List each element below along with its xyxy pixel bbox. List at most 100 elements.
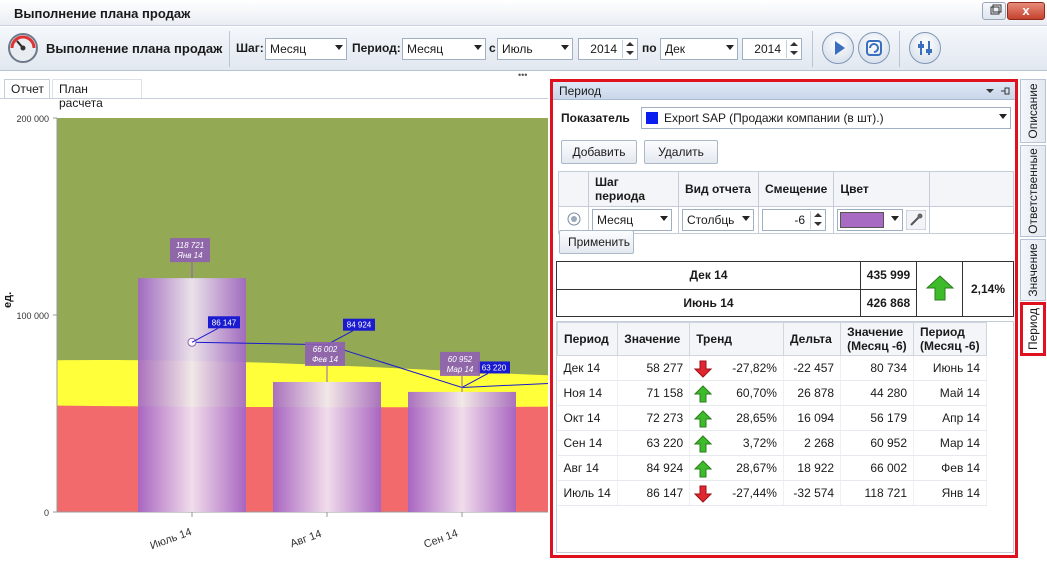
splitter-grip[interactable]: ••• <box>518 70 528 80</box>
to-year-spinner[interactable]: 2014 <box>742 38 802 60</box>
step-select[interactable]: Месяц <box>265 38 347 60</box>
restore-button[interactable] <box>982 2 1006 20</box>
cell-period: Сен 14 <box>557 430 619 456</box>
cell-period: Ноя 14 <box>557 380 619 406</box>
config-color-select[interactable] <box>837 209 904 231</box>
col-period: Период <box>556 322 619 356</box>
cell-period: Окт 14 <box>557 405 619 431</box>
panel-header: Период <box>553 82 1015 100</box>
cell-prev-period: Мар 14 <box>913 430 987 456</box>
cell-prev-value: 66 002 <box>840 455 915 481</box>
side-tab-period[interactable]: Период <box>1020 302 1046 356</box>
toolbar-separator <box>812 31 813 67</box>
spin-down-icon[interactable] <box>810 220 824 229</box>
cell-value: 58 277 <box>617 355 691 381</box>
side-tab-description[interactable]: Описание <box>1020 79 1046 143</box>
config-offset-spinner[interactable]: -6 <box>762 209 826 231</box>
compare-value-1: 435 999 <box>860 261 917 290</box>
refresh-icon <box>866 40 882 56</box>
cell-trend: -27,44% <box>689 480 784 506</box>
from-year-spinner[interactable]: 2014 <box>578 38 638 60</box>
table-row[interactable]: Июль 14 86 147 -27,44% -32 574 118 721 Янв 14 <box>557 480 987 506</box>
add-button[interactable]: Добавить <box>561 140 637 164</box>
config-step-select[interactable]: Месяц <box>592 209 672 231</box>
table-row[interactable]: Сен 14 63 220 3,72% 2 268 60 952 Мар 14 <box>557 430 987 456</box>
bar <box>273 381 381 512</box>
eyedropper-icon[interactable] <box>906 210 927 230</box>
period-table-container: Период Значение Тренд Дельта Значение (М… <box>556 321 1014 553</box>
restore-icon <box>990 4 1002 15</box>
side-tab-value[interactable]: Значение <box>1020 239 1046 301</box>
to-month-value: Дек <box>665 42 686 56</box>
cell-prev-period: Янв 14 <box>913 480 987 506</box>
from-month-select[interactable]: Июль <box>497 38 573 60</box>
spin-down-icon[interactable] <box>786 49 800 58</box>
period-panel: Период Показатель Export SAP (Продажи ко… <box>550 79 1018 558</box>
col-value: Значение <box>617 322 691 356</box>
cell-delta: -22 457 <box>783 355 842 381</box>
cell-trend: -27,82% <box>689 355 784 381</box>
table-row[interactable]: Дек 14 58 277 -27,82% -22 457 80 734 Июнь 14 <box>557 355 987 381</box>
config-header-view: Вид отчета <box>678 171 759 207</box>
delete-button[interactable]: Удалить <box>644 140 718 164</box>
col-prev-period: Период (Месяц -6) <box>913 322 987 356</box>
chevron-down-icon <box>660 216 668 221</box>
config-step-cell: Месяц <box>588 206 679 234</box>
close-button[interactable]: x <box>1007 2 1045 20</box>
config-row-radio-cell <box>558 206 589 234</box>
table-row[interactable]: Авг 14 84 924 28,67% 18 922 66 002 Фев 14 <box>557 455 987 481</box>
spin-down-icon[interactable] <box>622 49 636 58</box>
compare-period-2: Июнь 14 <box>556 288 861 317</box>
apply-button[interactable]: Применить <box>559 230 634 254</box>
to-label: по <box>642 41 657 55</box>
cell-delta: 16 094 <box>783 405 842 431</box>
play-icon <box>835 41 845 55</box>
spin-up-icon[interactable] <box>786 40 800 49</box>
cell-trend-percent: 28,67% <box>736 461 777 475</box>
pin-icon[interactable] <box>999 85 1011 97</box>
bar-label-box <box>170 238 210 263</box>
spin-up-icon[interactable] <box>810 211 824 220</box>
x-tick-label: Авг 14 <box>289 528 324 550</box>
indicator-select[interactable]: Export SAP (Продажи компании (в шт).) <box>641 107 1011 129</box>
side-tab-responsible[interactable]: Ответственные <box>1020 145 1046 237</box>
col-delta: Дельта <box>782 322 842 356</box>
to-month-select[interactable]: Дек <box>660 38 738 60</box>
refresh-button[interactable] <box>858 32 890 64</box>
line-value-label: 84 924 <box>347 321 372 330</box>
tab-report[interactable]: Отчет <box>4 79 50 98</box>
config-view-select[interactable]: Столбць <box>682 209 754 231</box>
dropdown-arrow-icon[interactable] <box>985 87 995 95</box>
speedometer-icon <box>8 33 38 63</box>
config-empty-cell <box>929 206 1014 234</box>
spin-up-icon[interactable] <box>622 40 636 49</box>
period-select[interactable]: Месяц <box>402 38 486 60</box>
x-tick-label: Сен 14 <box>422 527 459 550</box>
cell-prev-period: Апр 14 <box>913 405 987 431</box>
table-row[interactable]: Ноя 14 71 158 60,70% 26 878 44 280 Май 14 <box>557 380 987 406</box>
arrow-up-icon <box>694 385 713 403</box>
tab-plan[interactable]: План расчета <box>52 79 142 110</box>
cell-prev-value: 60 952 <box>840 430 915 456</box>
radio-button[interactable] <box>567 212 581 226</box>
run-button[interactable] <box>822 32 854 64</box>
sales-chart: 200 000 100 000 0 Июль 14 Авг 14 Сен 14 86 14… <box>16 114 548 552</box>
config-offset-value: -6 <box>794 213 805 227</box>
config-header-color: Цвет <box>833 171 931 207</box>
table-row[interactable]: Окт 14 72 273 28,65% 16 094 56 179 Апр 14 <box>557 405 987 431</box>
config-color-cell <box>833 206 931 234</box>
period-table: Период Значение Тренд Дельта Значение (М… <box>556 322 987 506</box>
arrow-up-icon <box>925 274 954 300</box>
bar-period-label: Фев 14 <box>312 355 339 364</box>
series-line <box>191 341 548 388</box>
config-step-value: Месяц <box>597 213 634 227</box>
from-year-value: 2014 <box>590 42 617 56</box>
settings-button[interactable] <box>909 32 941 64</box>
toolbar-separator <box>899 31 900 67</box>
cell-trend: 60,70% <box>689 380 784 406</box>
cell-trend-percent: -27,82% <box>732 361 777 375</box>
tab-underline <box>0 98 548 99</box>
line-label-leader <box>191 327 219 343</box>
chevron-down-icon <box>742 216 750 221</box>
arrow-up-icon <box>694 435 713 453</box>
